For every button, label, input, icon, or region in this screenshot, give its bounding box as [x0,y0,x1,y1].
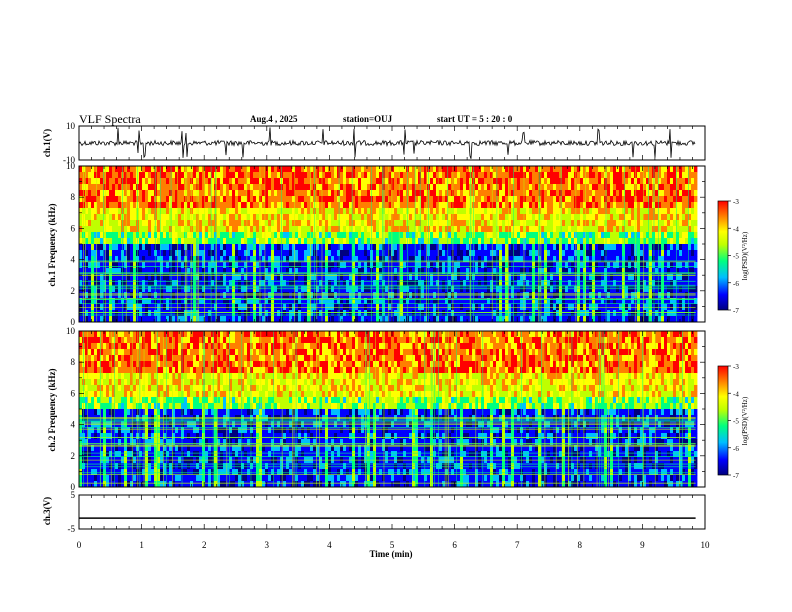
y-tick-label: 2 [71,451,76,461]
ch2-colorbar: -3 -4 -5 -6 -7 [717,363,739,480]
x-tick-label: 7 [515,540,520,550]
colorbar-tick-label: -4 [733,390,739,398]
x-tick-label: 4 [327,540,332,550]
colorbar-tick-label: -6 [733,280,739,288]
colorbar-gradient [717,365,729,476]
y-tick-label: 8 [71,192,76,202]
ch1-waveform-trace [78,127,696,159]
colorbar-tick-label: -3 [733,198,739,206]
x-tick-label: 9 [640,540,645,550]
x-tick-label: 5 [390,540,395,550]
ch1-colorbar: -3 -4 -5 -6 -7 [717,198,739,315]
y-tick-label: 0 [71,317,76,327]
y-tick-label: -5 [68,524,76,534]
x-tick-label: 0 [77,540,82,550]
colorbar-tick-label: -5 [733,253,739,261]
y-tick-label: 6 [71,223,76,233]
ch1-colorbar-label: log(PSD)(V²/Hz) [741,231,749,280]
start-time-label: start UT = 5 : 20 : 0 [437,114,513,124]
colorbar-gradient [717,200,729,311]
figure-title: VLF Spectra [79,112,141,126]
spectrogram-cells [79,331,698,488]
y-tick-label: 6 [71,388,76,398]
colorbar-tick-label: -6 [733,445,739,453]
panel-frame [78,494,706,530]
x-tick-label: 3 [265,540,270,550]
y-tick-label: 5 [71,490,76,500]
y-tick-label: 8 [71,357,76,367]
x-tick-label: 2 [202,540,207,550]
colorbar-tick-label: -5 [733,418,739,426]
station-label: station=OUJ [343,114,393,124]
ch3-waveform-panel: 5 -50 1 2 3 4 5 6 7 8 9 10 [68,490,711,550]
colorbar-tick-label: -7 [733,472,739,480]
y-tick-label: 4 [71,255,76,265]
ch2-colorbar-label: log(PSD)(V²/Hz) [741,396,749,445]
ch2-spectrogram-panel: 0 2 4 6 8 10 [66,326,706,492]
colorbar-tick-label: -7 [733,307,739,315]
colorbar-tick-label: -3 [733,363,739,371]
ch1-waveform-ylabel: ch.1(V) [42,129,52,157]
y-tick-label: 10 [66,161,76,171]
ch1-waveform-panel: 10 -10 [63,121,706,165]
colorbar-tick-label: -4 [733,225,739,233]
y-tick-label: 10 [66,326,76,336]
ch1-spectrogram-panel: 0 2 4 6 8 10 [66,161,706,327]
ch2-spectrogram-ylabel: ch.2 Frequency (kHz) [47,368,57,451]
x-tick-label: 6 [452,540,457,550]
y-tick-label: 10 [66,121,76,131]
y-tick-label: -10 [63,155,75,165]
ch1-spectrogram-ylabel: ch.1 Frequency (kHz) [47,203,57,286]
x-tick-label: 1 [139,540,144,550]
x-tick-label: 10 [701,540,711,550]
y-tick-label: 0 [71,482,76,492]
spectrogram-cells [79,166,698,323]
x-tick-label: 8 [578,540,583,550]
y-tick-label: 2 [71,286,76,296]
y-tick-label: 4 [71,420,76,430]
ch3-waveform-ylabel: ch.3(V) [42,497,52,525]
x-axis-label: Time (min) [369,549,412,559]
date-label: Aug.4 , 2025 [250,114,298,124]
